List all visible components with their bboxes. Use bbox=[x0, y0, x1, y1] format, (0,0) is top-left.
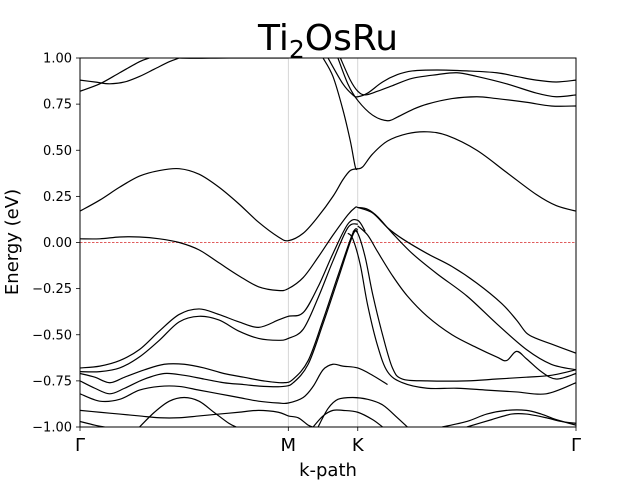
x-tick-label-0: Γ bbox=[75, 435, 85, 456]
band-line-11 bbox=[352, 230, 576, 382]
band-line-19 bbox=[80, 420, 105, 427]
band-line-7 bbox=[80, 167, 358, 242]
band-line-15 bbox=[80, 228, 359, 384]
band-line-18 bbox=[80, 409, 314, 427]
y-axis-ticks: −1.00 −0.75 −0.50 −0.25 0.00 0.25 0.50 0.75 1.00 bbox=[32, 52, 80, 436]
x-tick-label-3: Γ bbox=[571, 435, 581, 456]
band-lines bbox=[80, 58, 576, 427]
y-tick-label-7: 0.75 bbox=[43, 98, 72, 113]
band-line-12 bbox=[347, 232, 576, 395]
y-tick-label-8: 1.00 bbox=[43, 52, 72, 67]
band-line-22 bbox=[317, 396, 408, 427]
x-tick-label-1: M bbox=[281, 435, 297, 456]
y-tick-label-0: −1.00 bbox=[32, 421, 72, 436]
band-line-21 bbox=[312, 409, 383, 427]
chart-title: Ti2OsRu bbox=[257, 18, 398, 64]
band-line-17 bbox=[80, 363, 388, 405]
y-tick-label-4: 0.00 bbox=[43, 236, 72, 251]
band-line-6 bbox=[339, 58, 576, 98]
band-line-3 bbox=[322, 58, 576, 212]
band-line-23 bbox=[441, 409, 576, 427]
band-line-14 bbox=[80, 223, 358, 373]
band-line-13 bbox=[80, 218, 366, 369]
band-line-20 bbox=[139, 396, 237, 427]
band-line-1 bbox=[80, 58, 150, 92]
band-line-4 bbox=[327, 58, 576, 98]
band-line-16 bbox=[80, 229, 359, 395]
y-tick-label-6: 0.50 bbox=[43, 144, 72, 159]
band-line-10 bbox=[357, 225, 576, 380]
band-line-8 bbox=[80, 206, 576, 371]
y-tick-label-5: 0.25 bbox=[43, 190, 72, 205]
band-line-24 bbox=[466, 412, 576, 427]
x-axis-label: k-path bbox=[299, 460, 357, 480]
y-axis-label: Energy (eV) bbox=[2, 189, 23, 295]
band-line-2 bbox=[80, 58, 180, 85]
kpoint-vertical-lines bbox=[287, 58, 359, 427]
y-tick-label-3: −0.25 bbox=[32, 282, 72, 297]
x-tick-label-2: K bbox=[352, 435, 365, 456]
y-tick-label-1: −0.75 bbox=[32, 374, 72, 389]
band-line-9 bbox=[357, 206, 576, 354]
y-tick-label-2: −0.50 bbox=[32, 328, 72, 343]
band-line-5 bbox=[337, 58, 576, 122]
